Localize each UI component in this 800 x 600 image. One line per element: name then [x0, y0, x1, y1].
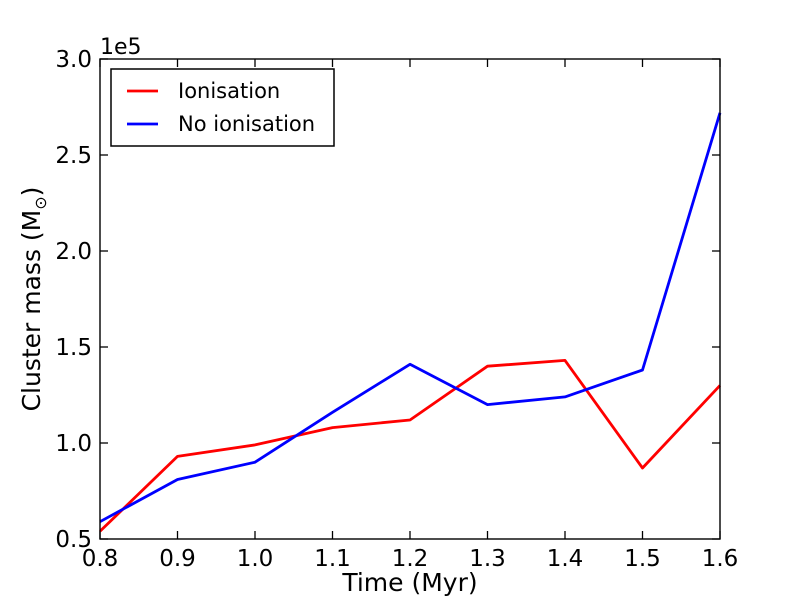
y-tick-label: 2.5: [55, 143, 92, 169]
x-tick-label: 1.2: [392, 546, 429, 572]
series-line-no-ionisation: [99, 112, 722, 523]
y-tick-label: 2.0: [55, 239, 92, 265]
legend-label-ionisation: Ionisation: [178, 79, 280, 103]
x-tick-label: 1.3: [469, 546, 506, 572]
x-tick-label: 1.4: [547, 546, 584, 572]
series-line-ionisation: [99, 358, 722, 533]
x-axis-label: Time (Myr): [341, 568, 477, 597]
axes-frame: [99, 58, 721, 540]
legend-box: [110, 68, 335, 147]
y-axis-label: Cluster mass (M⊙): [17, 187, 50, 412]
x-tick-label: 0.9: [159, 546, 196, 572]
y-tick-label: 1.5: [55, 335, 92, 361]
axis-offset-label: 1e5: [100, 35, 142, 60]
x-tick-label: 1.6: [702, 546, 739, 572]
legend-label-no-ionisation: No ionisation: [178, 112, 315, 136]
y-tick-label: 0.5: [55, 527, 92, 553]
x-tick-label: 0.8: [82, 546, 119, 572]
x-tick-label: 1.5: [624, 546, 661, 572]
y-tick-label: 1.0: [55, 431, 92, 457]
x-tick-label: 1.0: [237, 546, 274, 572]
legend: Ionisation No ionisation: [110, 68, 335, 147]
x-tick-label: 1.1: [314, 546, 351, 572]
y-tick-label: 3.0: [55, 47, 92, 73]
